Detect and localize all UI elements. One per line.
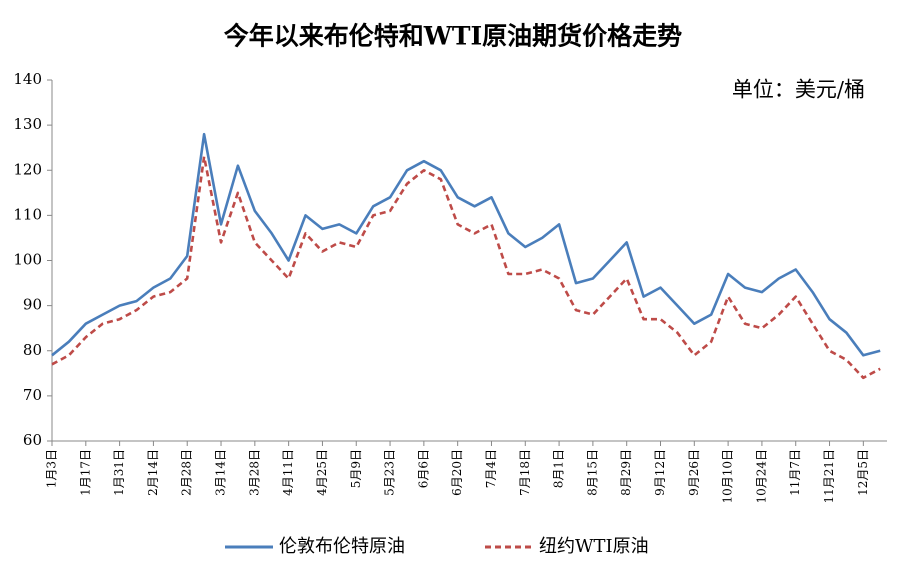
series-line <box>51 132 881 357</box>
x-tick-label: 2月14日 <box>146 449 160 496</box>
x-tick-label: 8月29日 <box>619 449 633 496</box>
y-tick-label: 60 <box>23 431 42 449</box>
x-tick-label: 1月17日 <box>78 449 92 496</box>
x-tick-label: 8月1日 <box>552 449 566 488</box>
series-line <box>51 155 881 380</box>
x-tick-label: 5月9日 <box>349 449 363 488</box>
legend-label: 纽约WTI原油 <box>539 536 649 557</box>
x-tick-label: 6月6日 <box>416 449 430 488</box>
x-tick-label: 12月5日 <box>856 449 870 496</box>
x-tick-label: 11月21日 <box>822 449 836 504</box>
x-tick-label: 3月14日 <box>214 449 228 496</box>
x-tick-label: 7月4日 <box>484 449 498 488</box>
x-tick-label: 9月12日 <box>653 449 667 496</box>
x-tick-label: 3月28日 <box>247 449 261 496</box>
x-tick-label: 10月10日 <box>721 449 735 504</box>
x-tick-label: 10月24日 <box>754 449 768 504</box>
x-tick-label: 6月20日 <box>450 449 464 496</box>
x-tick-label: 11月7日 <box>788 449 802 496</box>
x-tick-label: 1月31日 <box>112 449 126 496</box>
unit-annotation: 单位：美元/桶 <box>732 78 865 102</box>
x-tick-label: 9月26日 <box>687 449 701 496</box>
x-tick-label: 7月18日 <box>518 449 532 496</box>
y-tick-label: 130 <box>13 115 42 133</box>
y-tick-label: 120 <box>13 160 42 178</box>
x-tick-label: 8月15日 <box>585 449 599 496</box>
chart-title: 今年以来布伦特和WTI原油期货价格走势 <box>224 22 682 51</box>
y-tick-label: 110 <box>13 205 42 223</box>
x-tick-label: 2月28日 <box>180 449 194 496</box>
x-tick-label: 4月25日 <box>315 449 329 496</box>
y-tick-label: 80 <box>23 341 42 359</box>
legend-label: 伦敦布伦特原油 <box>279 536 405 557</box>
x-tick-label: 4月11日 <box>281 449 295 496</box>
y-tick-label: 140 <box>13 70 42 88</box>
y-tick-label: 90 <box>23 296 42 314</box>
y-tick-label: 100 <box>13 251 42 269</box>
y-tick-label: 70 <box>23 386 42 404</box>
x-tick-label: 5月23日 <box>383 449 397 496</box>
x-tick-label: 1月3日 <box>45 449 59 488</box>
